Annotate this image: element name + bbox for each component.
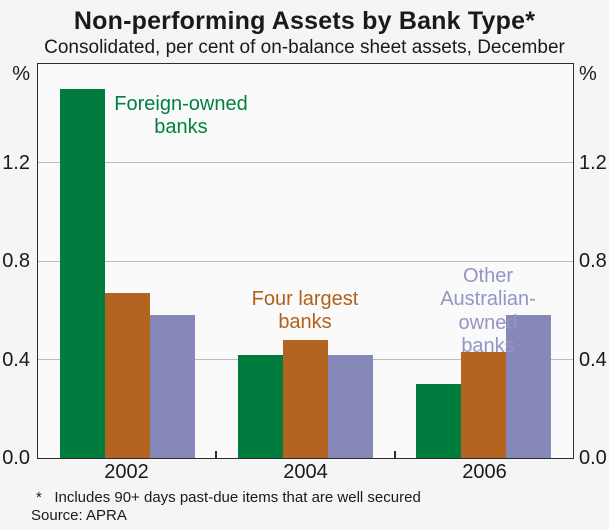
- gridline: [38, 162, 573, 163]
- y-tick-label: 0.0: [2, 447, 30, 469]
- bar-2006-3: [506, 315, 552, 458]
- chart-title: Non-performing Assets by Bank Type*: [73, 7, 536, 35]
- gridline: [38, 260, 573, 262]
- bar-2004-2: [283, 339, 328, 458]
- x-tick-label: 2004: [283, 461, 328, 483]
- y-axis-left: % 0.0 0.4 0.8 1.2: [0, 63, 30, 469]
- y-tick-label: 0.0: [579, 447, 607, 469]
- x-axis-labels: 2002 2004 2006: [37, 461, 574, 485]
- series-label: Foreign-owned banks: [114, 93, 248, 139]
- y-axis-right: % 0.0 0.4 0.8 1.2: [579, 63, 609, 469]
- y-tick-label: 0.4: [579, 348, 607, 371]
- bar-2002-2: [104, 293, 150, 458]
- plot-area: Foreign-owned banks Four largest banks Oth…: [37, 63, 574, 459]
- chart-subtitle: Consolidated, per cent of on-balance she…: [44, 37, 565, 58]
- bar-2002-3: [149, 315, 195, 458]
- category-boundary-tick: [215, 451, 218, 458]
- bar-2006-1: [416, 384, 462, 458]
- y-tick-label: 0.8: [579, 250, 607, 272]
- y-tick-label: 0.4: [2, 348, 30, 371]
- category-boundary-tick: [393, 451, 396, 458]
- series-label: Other Australian- owned banks: [440, 265, 536, 358]
- series-label: Four largest banks: [251, 288, 359, 334]
- y-axis-unit: %: [579, 63, 597, 85]
- x-tick-label: 2006: [462, 461, 507, 483]
- bar-2002-1: [59, 88, 105, 458]
- bar-2004-1: [238, 354, 283, 458]
- bar-2006-2: [461, 352, 507, 458]
- source-note: Source: APRA: [31, 507, 127, 524]
- x-tick-label: 2002: [104, 461, 149, 483]
- y-tick-label: 0.8: [2, 250, 30, 272]
- bar-2004-3: [328, 354, 373, 458]
- y-axis-unit: %: [12, 63, 30, 85]
- footnote: * Includes 90+ days past-due items that …: [36, 489, 421, 506]
- y-tick-label: 1.2: [2, 151, 30, 174]
- y-tick-label: 1.2: [579, 151, 607, 174]
